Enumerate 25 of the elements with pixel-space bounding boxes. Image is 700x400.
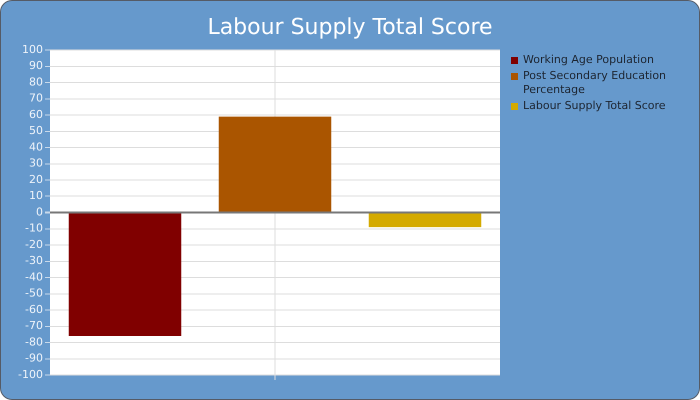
y-tick-label: 70 <box>29 92 43 105</box>
y-tick-label: -20 <box>25 238 43 251</box>
y-tick-label: -60 <box>25 302 43 316</box>
y-tick-label: -10 <box>25 222 43 235</box>
y-tick-label: 10 <box>29 189 43 202</box>
y-tick-label: 80 <box>29 75 43 88</box>
y-tick-label: 100 <box>22 42 43 56</box>
y-tick-label: -90 <box>25 352 43 365</box>
y-tick-label: -80 <box>25 335 43 348</box>
y-tick-label: -100 <box>18 368 43 381</box>
legend-label: Working Age Population <box>523 53 654 66</box>
y-tick-label: -50 <box>25 286 43 300</box>
y-tick-label: 20 <box>29 172 43 186</box>
y-tick-label: 50 <box>29 124 43 138</box>
legend-label: Post Secondary Education Percentage <box>523 69 666 96</box>
y-tick-label: -30 <box>25 254 43 268</box>
y-tick-label: -40 <box>25 270 43 284</box>
y-tick-label: 60 <box>29 108 43 121</box>
y-tick-label: 40 <box>29 140 43 154</box>
y-tick-label: 90 <box>29 59 43 72</box>
y-tick-label: 30 <box>29 156 43 170</box>
chart-title: Labour Supply Total Score <box>206 14 494 42</box>
y-tick-label: 0 <box>36 205 43 218</box>
y-tick-label: -70 <box>25 319 43 332</box>
legend-label: Labour Supply Total Score <box>523 99 666 112</box>
